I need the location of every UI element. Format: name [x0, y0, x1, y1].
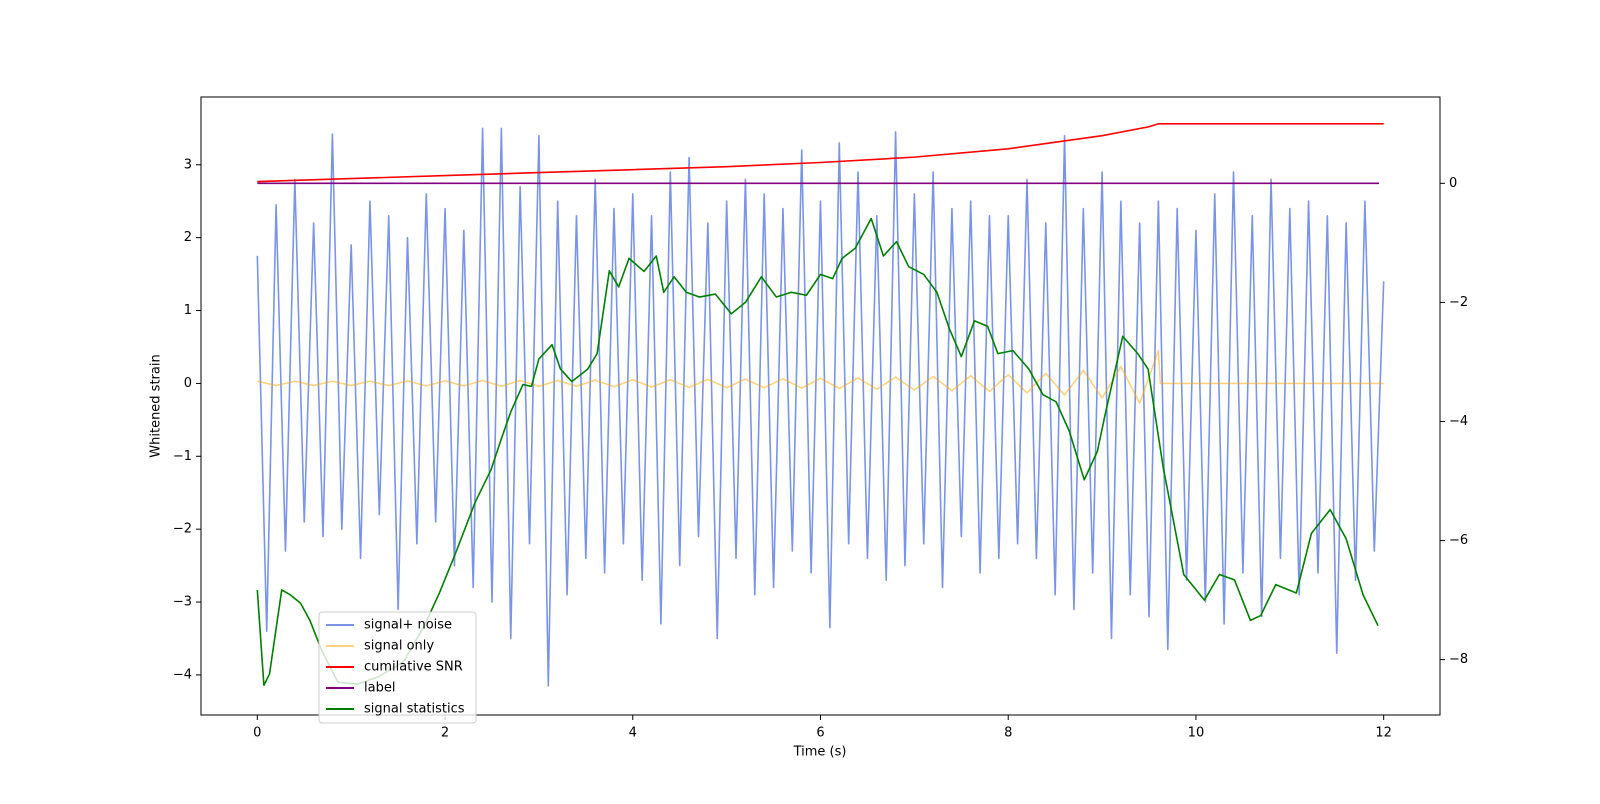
- y2-tick-label: −8: [1449, 652, 1468, 667]
- x-tick-label: 12: [1375, 726, 1392, 741]
- series-line: [257, 122, 1384, 183]
- y-tick-label: −4: [173, 667, 192, 682]
- y-tick-label: −1: [173, 449, 192, 464]
- legend-label: label: [364, 681, 395, 696]
- x-tick-label: 0: [253, 726, 261, 741]
- series-line: [257, 349, 1384, 404]
- x-tick-label: 2: [441, 726, 449, 741]
- y2-tick-label: −4: [1449, 414, 1468, 429]
- legend-label: cumilative SNR: [364, 660, 463, 675]
- y-tick-label: 0: [184, 376, 192, 391]
- legend: signal+ noise signal only cumilative SNR la…: [318, 611, 477, 724]
- y2-tick-label: 0: [1449, 176, 1457, 191]
- y-axis-label: Whitened strain: [149, 354, 164, 457]
- x-axis-label: Time (s): [793, 745, 847, 760]
- legend-label: signal statistics: [364, 702, 465, 717]
- series-line: [256, 217, 1379, 687]
- series-line: [256, 127, 1385, 687]
- y-tick-label: 3: [184, 157, 192, 172]
- y-tick-label: −3: [173, 595, 192, 610]
- legend-label: signal only: [364, 639, 434, 654]
- x-tick-label: 10: [1188, 726, 1205, 741]
- y2-tick-label: −2: [1449, 295, 1468, 310]
- y-tick-label: −2: [173, 522, 192, 537]
- x-tick-label: 8: [1004, 726, 1012, 741]
- x-tick-label: 6: [816, 726, 824, 741]
- x-tick-label: 4: [629, 726, 637, 741]
- y-tick-label: 1: [184, 303, 192, 318]
- legend-label: signal+ noise: [364, 618, 452, 633]
- y-tick-label: 2: [184, 230, 192, 245]
- y2-tick-label: −6: [1449, 533, 1468, 548]
- legend-frame: [318, 611, 477, 724]
